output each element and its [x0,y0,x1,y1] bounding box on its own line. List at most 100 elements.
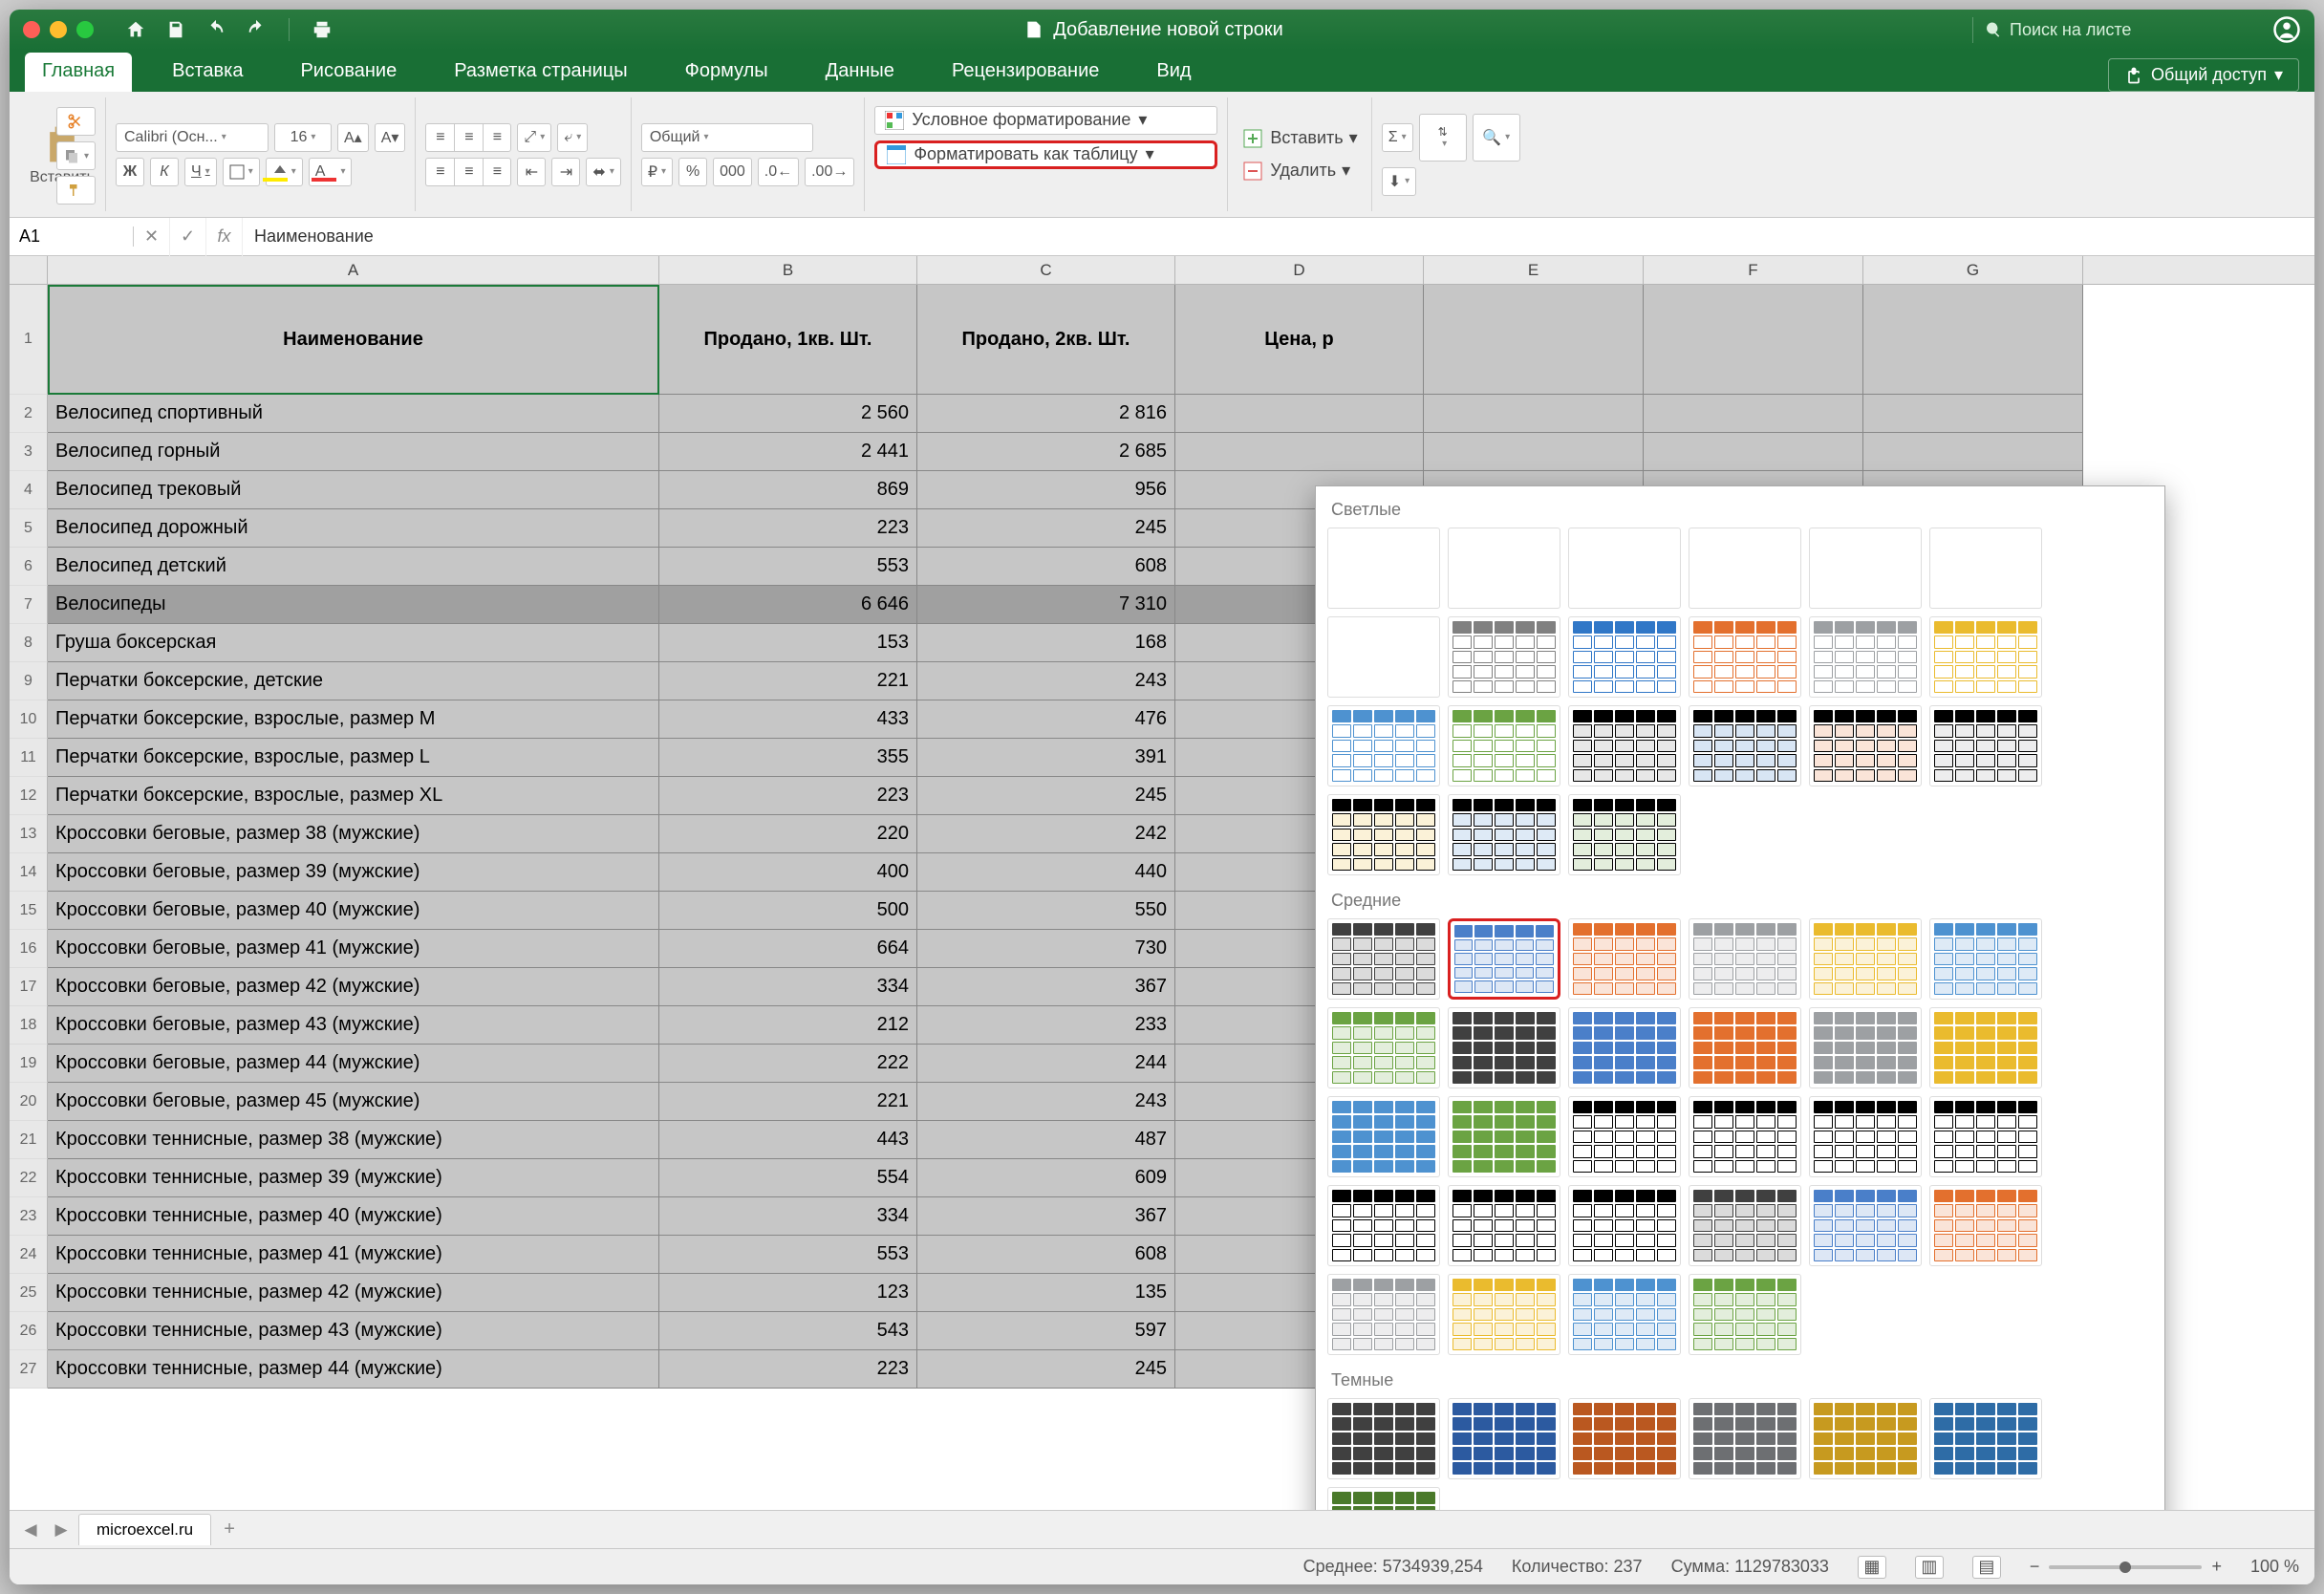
format-as-table-button[interactable]: Форматировать как таблицу ▾ [874,140,1217,169]
table-cell[interactable] [1175,433,1424,471]
table-style-swatch[interactable] [1689,1007,1801,1088]
table-cell[interactable]: 245 [917,509,1175,548]
table-cell[interactable]: 664 [659,930,917,968]
share-button[interactable]: Общий доступ ▾ [2108,58,2299,92]
sheet-tab[interactable]: microexcel.ru [78,1514,211,1545]
fill-color-button[interactable] [266,158,303,186]
table-cell[interactable]: Перчатки боксерские, взрослые, размер M [48,700,659,739]
row-header[interactable]: 20 [10,1083,48,1121]
font-color-button[interactable]: A [309,158,353,186]
find-button[interactable]: 🔍 [1473,114,1520,162]
table-cell[interactable]: 609 [917,1159,1175,1197]
table-cell[interactable]: 554 [659,1159,917,1197]
table-cell[interactable]: Велосипед дорожный [48,509,659,548]
table-cell[interactable]: Перчатки боксерские, взрослые, размер XL [48,777,659,815]
home-icon[interactable] [122,16,149,43]
table-cell[interactable]: Кроссовки теннисные, размер 40 (мужские) [48,1197,659,1236]
align-middle-button[interactable]: ≡ [454,123,483,152]
font-name-select[interactable]: Calibri (Осн... [116,123,269,152]
table-cell[interactable]: Кроссовки беговые, размер 38 (мужские) [48,815,659,853]
user-icon[interactable] [2272,15,2301,44]
wrap-text-button[interactable]: ⤶ [557,123,588,152]
table-style-swatch[interactable] [1448,1185,1560,1266]
table-style-swatch[interactable] [1327,616,1440,698]
table-style-swatch[interactable] [1448,1007,1560,1088]
tab-page-layout[interactable]: Разметка страницы [437,53,644,92]
table-style-swatch[interactable] [1689,1185,1801,1266]
tab-draw[interactable]: Рисование [283,53,414,92]
col-header[interactable]: F [1644,256,1863,284]
copy-button[interactable] [56,141,96,170]
col-header[interactable]: A [48,256,659,284]
cut-button[interactable] [56,107,96,136]
col-header[interactable]: B [659,256,917,284]
table-cell[interactable]: Кроссовки теннисные, размер 41 (мужские) [48,1236,659,1274]
table-style-swatch[interactable] [1327,1398,1440,1479]
italic-button[interactable]: К [150,158,179,186]
sheet-nav-prev[interactable]: ◀ [17,1517,44,1543]
table-cell[interactable]: 400 [659,853,917,892]
percent-button[interactable]: % [678,158,707,186]
table-style-swatch[interactable] [1448,705,1560,786]
table-style-swatch[interactable] [1448,616,1560,698]
row-header[interactable]: 24 [10,1236,48,1274]
table-cell[interactable]: Перчатки боксерские, взрослые, размер L [48,739,659,777]
row-header[interactable]: 14 [10,853,48,892]
row-header[interactable]: 3 [10,433,48,471]
table-cell[interactable]: 220 [659,815,917,853]
table-style-swatch[interactable] [1929,918,2042,1000]
table-cell[interactable]: Кроссовки теннисные, размер 44 (мужские) [48,1350,659,1389]
table-cell[interactable]: 869 [659,471,917,509]
table-cell[interactable]: 433 [659,700,917,739]
table-cell[interactable]: 355 [659,739,917,777]
table-cell[interactable]: Кроссовки беговые, размер 40 (мужские) [48,892,659,930]
currency-button[interactable]: ₽ [641,158,673,186]
row-header[interactable]: 5 [10,509,48,548]
table-header-cell[interactable]: Продано, 2кв. Шт. [917,285,1175,395]
table-cell[interactable]: Велосипед трековый [48,471,659,509]
table-cell[interactable]: Кроссовки теннисные, размер 38 (мужские) [48,1121,659,1159]
table-cell[interactable]: 334 [659,968,917,1006]
table-cell[interactable]: 168 [917,624,1175,662]
table-style-swatch[interactable] [1568,1274,1681,1355]
table-style-swatch[interactable] [1448,794,1560,875]
row-header[interactable]: 27 [10,1350,48,1389]
conditional-formatting-button[interactable]: Условное форматирование ▾ [874,106,1217,135]
cancel-formula-button[interactable]: ✕ [134,218,170,256]
merge-button[interactable]: ⬌ [586,158,620,186]
sheet-nav-next[interactable]: ▶ [48,1517,75,1543]
table-style-swatch[interactable] [1448,918,1560,1000]
table-style-swatch[interactable] [1568,1185,1681,1266]
table-cell[interactable]: 443 [659,1121,917,1159]
table-cell[interactable]: 553 [659,1236,917,1274]
format-painter-button[interactable] [56,176,96,205]
table-style-swatch[interactable] [1929,1007,2042,1088]
fill-button[interactable]: ⬇ [1382,167,1416,196]
table-cell[interactable]: Велосипеды [48,586,659,624]
font-size-select[interactable]: 16 [274,123,332,152]
table-cell[interactable]: 2 441 [659,433,917,471]
row-header[interactable]: 25 [10,1274,48,1312]
table-cell[interactable]: 245 [917,777,1175,815]
table-cell[interactable]: 135 [917,1274,1175,1312]
tab-insert[interactable]: Вставка [155,53,260,92]
table-style-swatch[interactable] [1568,1398,1681,1479]
view-break-button[interactable]: ▤ [1972,1556,2001,1579]
row-header[interactable]: 13 [10,815,48,853]
table-header-cell[interactable]: Продано, 1кв. Шт. [659,285,917,395]
table-style-swatch[interactable] [1327,1096,1440,1177]
table-cell[interactable]: Кроссовки теннисные, размер 42 (мужские) [48,1274,659,1312]
tab-view[interactable]: Вид [1139,53,1208,92]
table-style-swatch[interactable] [1327,794,1440,875]
table-style-swatch[interactable] [1327,1185,1440,1266]
table-cell[interactable]: 956 [917,471,1175,509]
view-normal-button[interactable]: ▦ [1858,1556,1886,1579]
tab-review[interactable]: Рецензирование [935,53,1116,92]
formula-input[interactable]: Наименование [243,226,2314,247]
comma-button[interactable]: 000 [713,158,752,186]
print-icon[interactable] [309,16,335,43]
row-header[interactable]: 8 [10,624,48,662]
row-header[interactable]: 7 [10,586,48,624]
col-header[interactable]: D [1175,256,1424,284]
maximize-window-button[interactable] [76,21,94,38]
